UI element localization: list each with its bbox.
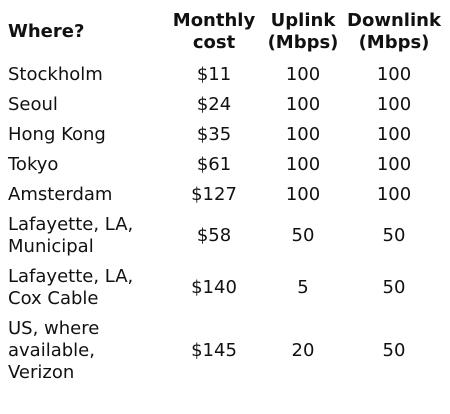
place-line: Lafayette, LA, [8, 214, 134, 235]
cell-place: Lafayette, LA, Municipal [6, 210, 166, 262]
cell-downlink: 100 [376, 124, 412, 145]
cell-downlink: 50 [382, 225, 406, 246]
header-uplink-line1: Uplink [270, 10, 336, 31]
cell-downlink: 100 [376, 154, 412, 175]
header-where: Where? [6, 8, 166, 60]
header-cost-line2: cost [192, 32, 236, 53]
cell-downlink: 100 [376, 64, 412, 85]
place-line: Seoul [8, 94, 58, 115]
place-line: available, [8, 340, 95, 361]
header-downlink-line1: Downlink [347, 10, 441, 31]
cell-monthly-cost: $58 [196, 225, 232, 246]
cell-place: US, where available, Verizon [6, 314, 166, 388]
place-line: Stockholm [8, 64, 103, 85]
header-monthly-cost: Monthly cost [166, 8, 262, 60]
place-line: US, where [8, 318, 100, 339]
table-row: US, where available, Verizon $145 20 50 [6, 314, 444, 388]
header-uplink-line2: (Mbps) [267, 32, 339, 53]
header-downlink-line2: (Mbps) [358, 32, 430, 53]
cell-monthly-cost: $11 [196, 64, 232, 85]
cell-place: Seoul [6, 90, 166, 120]
place-line: Amsterdam [8, 184, 113, 205]
cell-monthly-cost: $61 [196, 154, 232, 175]
cell-downlink: 100 [376, 184, 412, 205]
cell-uplink: 5 [297, 277, 309, 298]
table-body: Stockholm $11 100 100 Seoul $24 100 100 Hong Kon… [6, 60, 444, 388]
cell-uplink: 50 [291, 225, 315, 246]
cell-place: Stockholm [6, 60, 166, 90]
cell-downlink: 50 [382, 277, 406, 298]
cell-place: Amsterdam [6, 180, 166, 210]
table-row: Amsterdam $127 100 100 [6, 180, 444, 210]
cell-place: Tokyo [6, 150, 166, 180]
cell-place: Hong Kong [6, 120, 166, 150]
cell-monthly-cost: $127 [191, 184, 237, 205]
cell-monthly-cost: $35 [196, 124, 232, 145]
cell-downlink: 50 [382, 340, 406, 361]
header-downlink: Downlink (Mbps) [344, 8, 444, 60]
table-row: Lafayette, LA, Municipal $58 50 50 [6, 210, 444, 262]
cell-uplink: 100 [285, 154, 321, 175]
broadband-price-table: Where? Monthly cost Uplink (Mbps) Downli… [6, 8, 444, 388]
table-row: Hong Kong $35 100 100 [6, 120, 444, 150]
cell-monthly-cost: $145 [191, 340, 237, 361]
table-row: Lafayette, LA, Cox Cable $140 5 50 [6, 262, 444, 314]
cell-place: Lafayette, LA, Cox Cable [6, 262, 166, 314]
cell-uplink: 100 [285, 64, 321, 85]
place-line: Lafayette, LA, [8, 266, 134, 287]
header-where-label: Where? [8, 21, 85, 42]
cell-uplink: 100 [285, 94, 321, 115]
cell-uplink: 100 [285, 184, 321, 205]
place-line: Municipal [8, 236, 94, 257]
cell-monthly-cost: $140 [191, 277, 237, 298]
place-line: Hong Kong [8, 124, 106, 145]
header-cost-line1: Monthly [172, 10, 256, 31]
table-row: Tokyo $61 100 100 [6, 150, 444, 180]
table-row: Seoul $24 100 100 [6, 90, 444, 120]
place-line: Cox Cable [8, 288, 99, 309]
table-row: Stockholm $11 100 100 [6, 60, 444, 90]
place-line: Tokyo [8, 154, 59, 175]
cell-downlink: 100 [376, 94, 412, 115]
table-header: Where? Monthly cost Uplink (Mbps) Downli… [6, 8, 444, 60]
cell-uplink: 100 [285, 124, 321, 145]
place-line: Verizon [8, 362, 75, 383]
header-row: Where? Monthly cost Uplink (Mbps) Downli… [6, 8, 444, 60]
cell-monthly-cost: $24 [196, 94, 232, 115]
header-uplink: Uplink (Mbps) [262, 8, 344, 60]
cell-uplink: 20 [291, 340, 315, 361]
